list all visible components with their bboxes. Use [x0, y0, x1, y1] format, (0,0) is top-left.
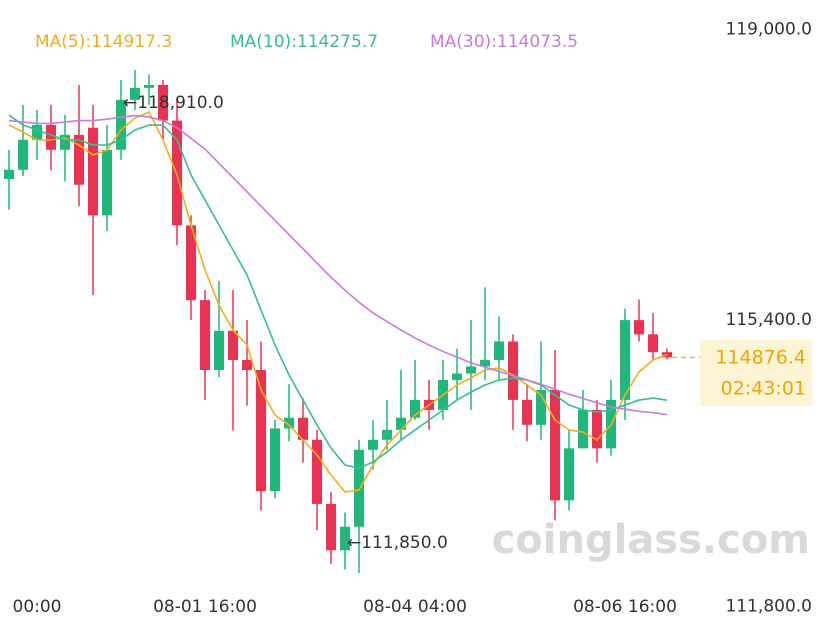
candle-body [368, 439, 378, 450]
candle-body [494, 341, 504, 360]
candle-body [298, 417, 308, 440]
x-tick-label: 08-01 16:00 [153, 597, 257, 617]
candle-body [214, 330, 224, 370]
candle-body [60, 134, 70, 150]
legend-entry: MA(30):114073.5 [430, 32, 578, 52]
ma-line [8, 114, 668, 469]
candle-body [270, 428, 280, 492]
ma-line [8, 110, 668, 493]
candle-body [116, 99, 126, 150]
candle-body [88, 127, 98, 216]
candle-body [200, 300, 210, 370]
candle-body [354, 449, 364, 527]
candle-body [508, 341, 518, 400]
candle-body [32, 124, 42, 140]
candle-body [452, 373, 462, 380]
candle-body [284, 417, 294, 429]
legend-entry: MA(5):114917.3 [35, 32, 172, 52]
candle-body [186, 225, 196, 301]
candle-body [634, 320, 644, 335]
candle-body [46, 124, 56, 150]
y-tick-label: 111,800.0 [725, 597, 812, 617]
candle-body [102, 149, 112, 216]
candle-body [144, 84, 154, 88]
candle-body [130, 87, 140, 100]
candle-body [466, 366, 476, 374]
candle-body [228, 330, 238, 360]
annotation: ←111,850.0 [347, 533, 448, 553]
candle-body [340, 526, 350, 551]
candle-body [158, 84, 168, 121]
x-tick-label: 00:00 [13, 597, 62, 617]
candle-body [4, 169, 14, 180]
candle-body [620, 320, 630, 400]
annotation: ←118,910.0 [123, 93, 224, 113]
x-tick-label: 08-04 04:00 [363, 597, 467, 617]
candle-body [410, 399, 420, 418]
candle-body [648, 334, 658, 353]
watermark: coinglass.com [492, 517, 810, 563]
last-price-label: 114876.4 [715, 347, 806, 369]
candle-body [480, 360, 490, 367]
candle-body [74, 134, 84, 185]
candle-body [592, 409, 602, 449]
candle-body [242, 360, 252, 370]
countdown-label: 02:43:01 [721, 378, 806, 400]
y-tick-label: 119,000.0 [725, 20, 812, 40]
candle-body [550, 389, 560, 501]
candle-body [536, 389, 546, 425]
y-tick-label: 115,400.0 [725, 310, 812, 330]
x-tick-label: 08-06 16:00 [573, 597, 677, 617]
candle-body [326, 503, 336, 551]
candle-body [382, 429, 392, 440]
price-box [700, 340, 812, 406]
candle-body [18, 139, 28, 170]
ma-line [8, 114, 668, 416]
candle-body [312, 439, 322, 504]
candle-body [578, 409, 588, 449]
candle-body [256, 369, 266, 492]
candle-body [522, 399, 532, 425]
legend-entry: MA(10):114275.7 [230, 32, 378, 52]
candle-body [396, 417, 406, 430]
candle-body [564, 448, 574, 501]
